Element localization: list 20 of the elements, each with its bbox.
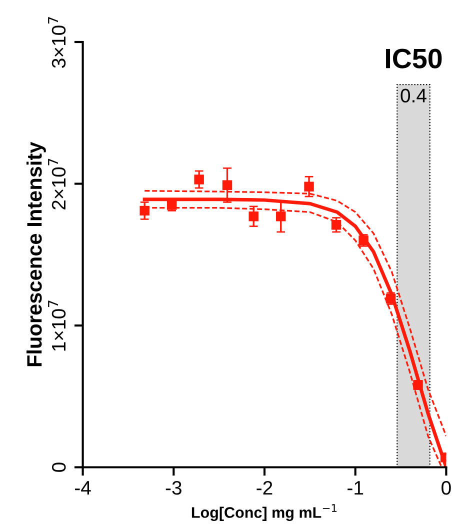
point — [276, 211, 286, 222]
point — [248, 211, 258, 222]
y-tick-label: 1×10$^{7}$ — [48, 300, 66, 351]
x-axis-title: Log[Conc] mg mL$^{−1}$ — [192, 504, 337, 522]
x-tick-label: -2 — [256, 480, 272, 495]
band-label: 0.4 — [400, 88, 426, 102]
x-tick-label: -3 — [166, 480, 182, 495]
y-tick-label: 3×10$^{7}$ — [48, 17, 66, 68]
y-tick-label: 2×10$^{7}$ — [48, 158, 66, 210]
y-axis-title: Fluorescence Intensity — [26, 142, 46, 366]
point — [222, 180, 232, 190]
annotation: IC50 — [386, 48, 442, 68]
x-tick-label: -4 — [75, 481, 91, 495]
point — [140, 206, 150, 216]
point — [194, 174, 204, 184]
point — [304, 182, 314, 192]
y-tick-label: 0 — [52, 462, 66, 472]
x-tick-label: 0 — [442, 480, 451, 495]
x-tick-label: -1 — [348, 481, 364, 495]
point — [331, 220, 342, 230]
